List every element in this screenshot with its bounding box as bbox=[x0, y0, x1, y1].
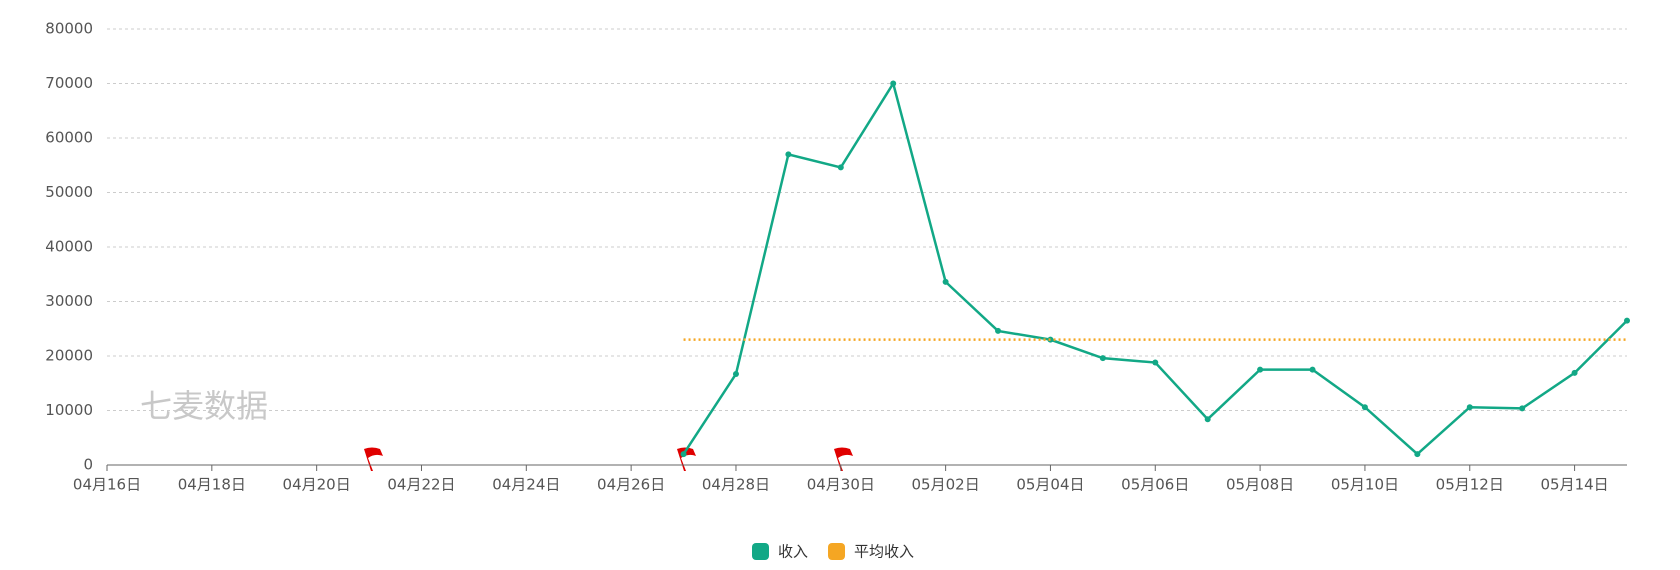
legend-swatch bbox=[828, 543, 846, 560]
y-tick-label: 40000 bbox=[45, 238, 93, 256]
flag bbox=[834, 447, 853, 471]
x-tick-label: 05月12日 bbox=[1436, 476, 1504, 494]
legend-swatch bbox=[752, 543, 769, 560]
watermark: 七麦数据 bbox=[140, 387, 268, 425]
data-point bbox=[680, 451, 687, 458]
event-flags bbox=[364, 447, 853, 471]
x-tick-label: 04月16日 bbox=[73, 476, 141, 494]
x-tick-label: 05月02日 bbox=[912, 476, 980, 494]
data-point bbox=[1414, 451, 1421, 458]
x-tick-label: 05月06日 bbox=[1121, 476, 1189, 494]
y-tick-label: 20000 bbox=[45, 347, 93, 365]
data-point bbox=[1466, 404, 1473, 411]
x-tick-label: 04月30日 bbox=[807, 476, 875, 494]
data-point bbox=[1361, 404, 1368, 411]
y-tick-label: 60000 bbox=[45, 129, 93, 147]
data-point bbox=[1099, 355, 1106, 362]
data-point bbox=[1519, 405, 1526, 412]
flag bbox=[364, 447, 383, 471]
data-point bbox=[1571, 369, 1578, 376]
data-point bbox=[1257, 366, 1264, 373]
x-tick-label: 04月20日 bbox=[283, 476, 351, 494]
data-point bbox=[942, 278, 949, 285]
x-tick-label: 04月18日 bbox=[178, 476, 246, 494]
x-tick-label: 05月10日 bbox=[1331, 476, 1399, 494]
x-tick-label: 05月08日 bbox=[1226, 476, 1294, 494]
legend-label: 平均收入 bbox=[854, 543, 914, 561]
y-tick-label: 30000 bbox=[45, 292, 93, 310]
data-point bbox=[785, 151, 792, 158]
x-tick-label: 05月14日 bbox=[1540, 476, 1608, 494]
y-tick-label: 80000 bbox=[45, 20, 93, 38]
data-point bbox=[1309, 366, 1316, 373]
legend-label: 收入 bbox=[778, 543, 808, 561]
data-point bbox=[732, 370, 739, 377]
data-point bbox=[1204, 416, 1211, 423]
x-tick-label: 04月28日 bbox=[702, 476, 770, 494]
y-tick-label: 50000 bbox=[45, 183, 93, 201]
y-tick-label: 0 bbox=[83, 456, 93, 474]
data-point bbox=[995, 327, 1002, 334]
y-tick-label: 10000 bbox=[45, 401, 93, 419]
series-line bbox=[682, 80, 1628, 456]
data-point bbox=[1152, 359, 1159, 366]
data-point bbox=[890, 80, 897, 87]
x-tick-label: 04月26日 bbox=[597, 476, 665, 494]
x-tick-label: 05月04日 bbox=[1016, 476, 1084, 494]
x-tick-label: 04月24日 bbox=[492, 476, 560, 494]
data-point bbox=[1624, 317, 1630, 324]
y-tick-label: 70000 bbox=[45, 74, 93, 92]
data-point bbox=[837, 164, 844, 171]
x-tick-label: 04月22日 bbox=[387, 476, 455, 494]
